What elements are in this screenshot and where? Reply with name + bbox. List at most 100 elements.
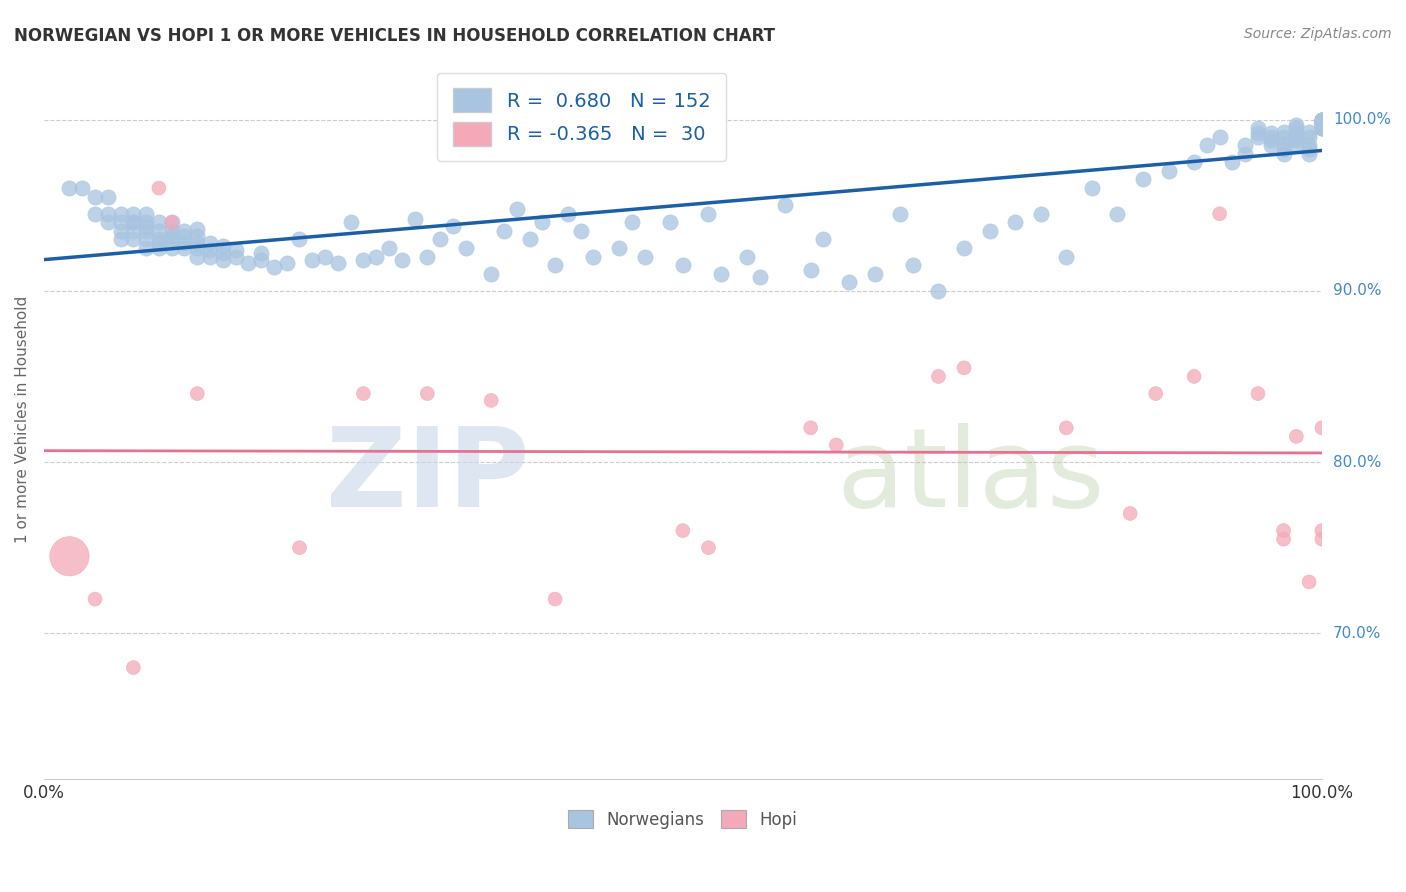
Point [582,250,605,264]
Point [148,181,170,195]
Point [352,252,374,267]
Point [1222,155,1244,169]
Point [1285,133,1308,147]
Point [135,215,157,229]
Point [198,235,221,250]
Point [186,235,208,250]
Point [173,241,195,255]
Point [1310,116,1333,130]
Point [901,258,924,272]
Point [160,215,183,229]
Point [1310,112,1333,127]
Point [1247,129,1270,144]
Point [1119,507,1142,521]
Point [225,250,247,264]
Point [97,207,120,221]
Point [1310,118,1333,132]
Point [953,360,976,375]
Point [479,267,502,281]
Point [710,267,733,281]
Point [953,241,976,255]
Point [1310,121,1333,136]
Text: NORWEGIAN VS HOPI 1 OR MORE VEHICLES IN HOUSEHOLD CORRELATION CHART: NORWEGIAN VS HOPI 1 OR MORE VEHICLES IN … [14,27,775,45]
Point [531,215,554,229]
Point [1182,369,1205,384]
Point [160,215,183,229]
Point [1234,138,1257,153]
Point [198,243,221,257]
Point [110,224,132,238]
Point [1285,429,1308,443]
Point [441,219,464,233]
Point [314,250,336,264]
Point [1310,121,1333,136]
Point [326,256,349,270]
Point [800,263,823,277]
Point [672,524,695,538]
Point [429,232,451,246]
Point [416,386,439,401]
Point [1081,181,1104,195]
Point [1298,146,1320,161]
Point [148,235,170,250]
Text: 90.0%: 90.0% [1333,284,1382,298]
Point [84,189,107,203]
Text: Source: ZipAtlas.com: Source: ZipAtlas.com [1244,27,1392,41]
Point [173,235,195,250]
Point [1260,126,1282,140]
Point [186,229,208,244]
Point [927,369,949,384]
Point [135,241,157,255]
Point [122,232,145,246]
Point [160,224,183,238]
Point [1054,421,1077,435]
Point [1247,126,1270,140]
Point [122,215,145,229]
Point [1272,532,1295,546]
Point [148,224,170,238]
Point [160,229,183,244]
Point [607,241,630,255]
Point [544,258,567,272]
Point [148,232,170,246]
Point [1285,118,1308,132]
Point [1208,207,1230,221]
Point [1260,138,1282,153]
Point [148,241,170,255]
Text: atlas: atlas [837,424,1105,531]
Point [620,215,643,229]
Point [250,246,273,260]
Point [1272,129,1295,144]
Point [1310,114,1333,128]
Point [276,256,298,270]
Point [1310,114,1333,128]
Point [1107,207,1129,221]
Point [1054,250,1077,264]
Point [135,224,157,238]
Point [697,541,720,555]
Point [186,386,208,401]
Point [1132,172,1154,186]
Point [1247,121,1270,136]
Point [391,252,413,267]
Point [1182,155,1205,169]
Point [1285,129,1308,144]
Point [110,215,132,229]
Point [863,267,886,281]
Point [633,250,655,264]
Point [135,207,157,221]
Point [1234,146,1257,161]
Point [1310,112,1333,127]
Point [519,232,541,246]
Point [135,220,157,235]
Point [1272,142,1295,156]
Text: 100.0%: 100.0% [1333,112,1391,127]
Point [1310,112,1333,127]
Point [1285,121,1308,136]
Point [1208,129,1230,144]
Point [1285,138,1308,153]
Point [122,224,145,238]
Point [173,229,195,244]
Point [1310,112,1333,127]
Text: ZIP: ZIP [326,424,530,531]
